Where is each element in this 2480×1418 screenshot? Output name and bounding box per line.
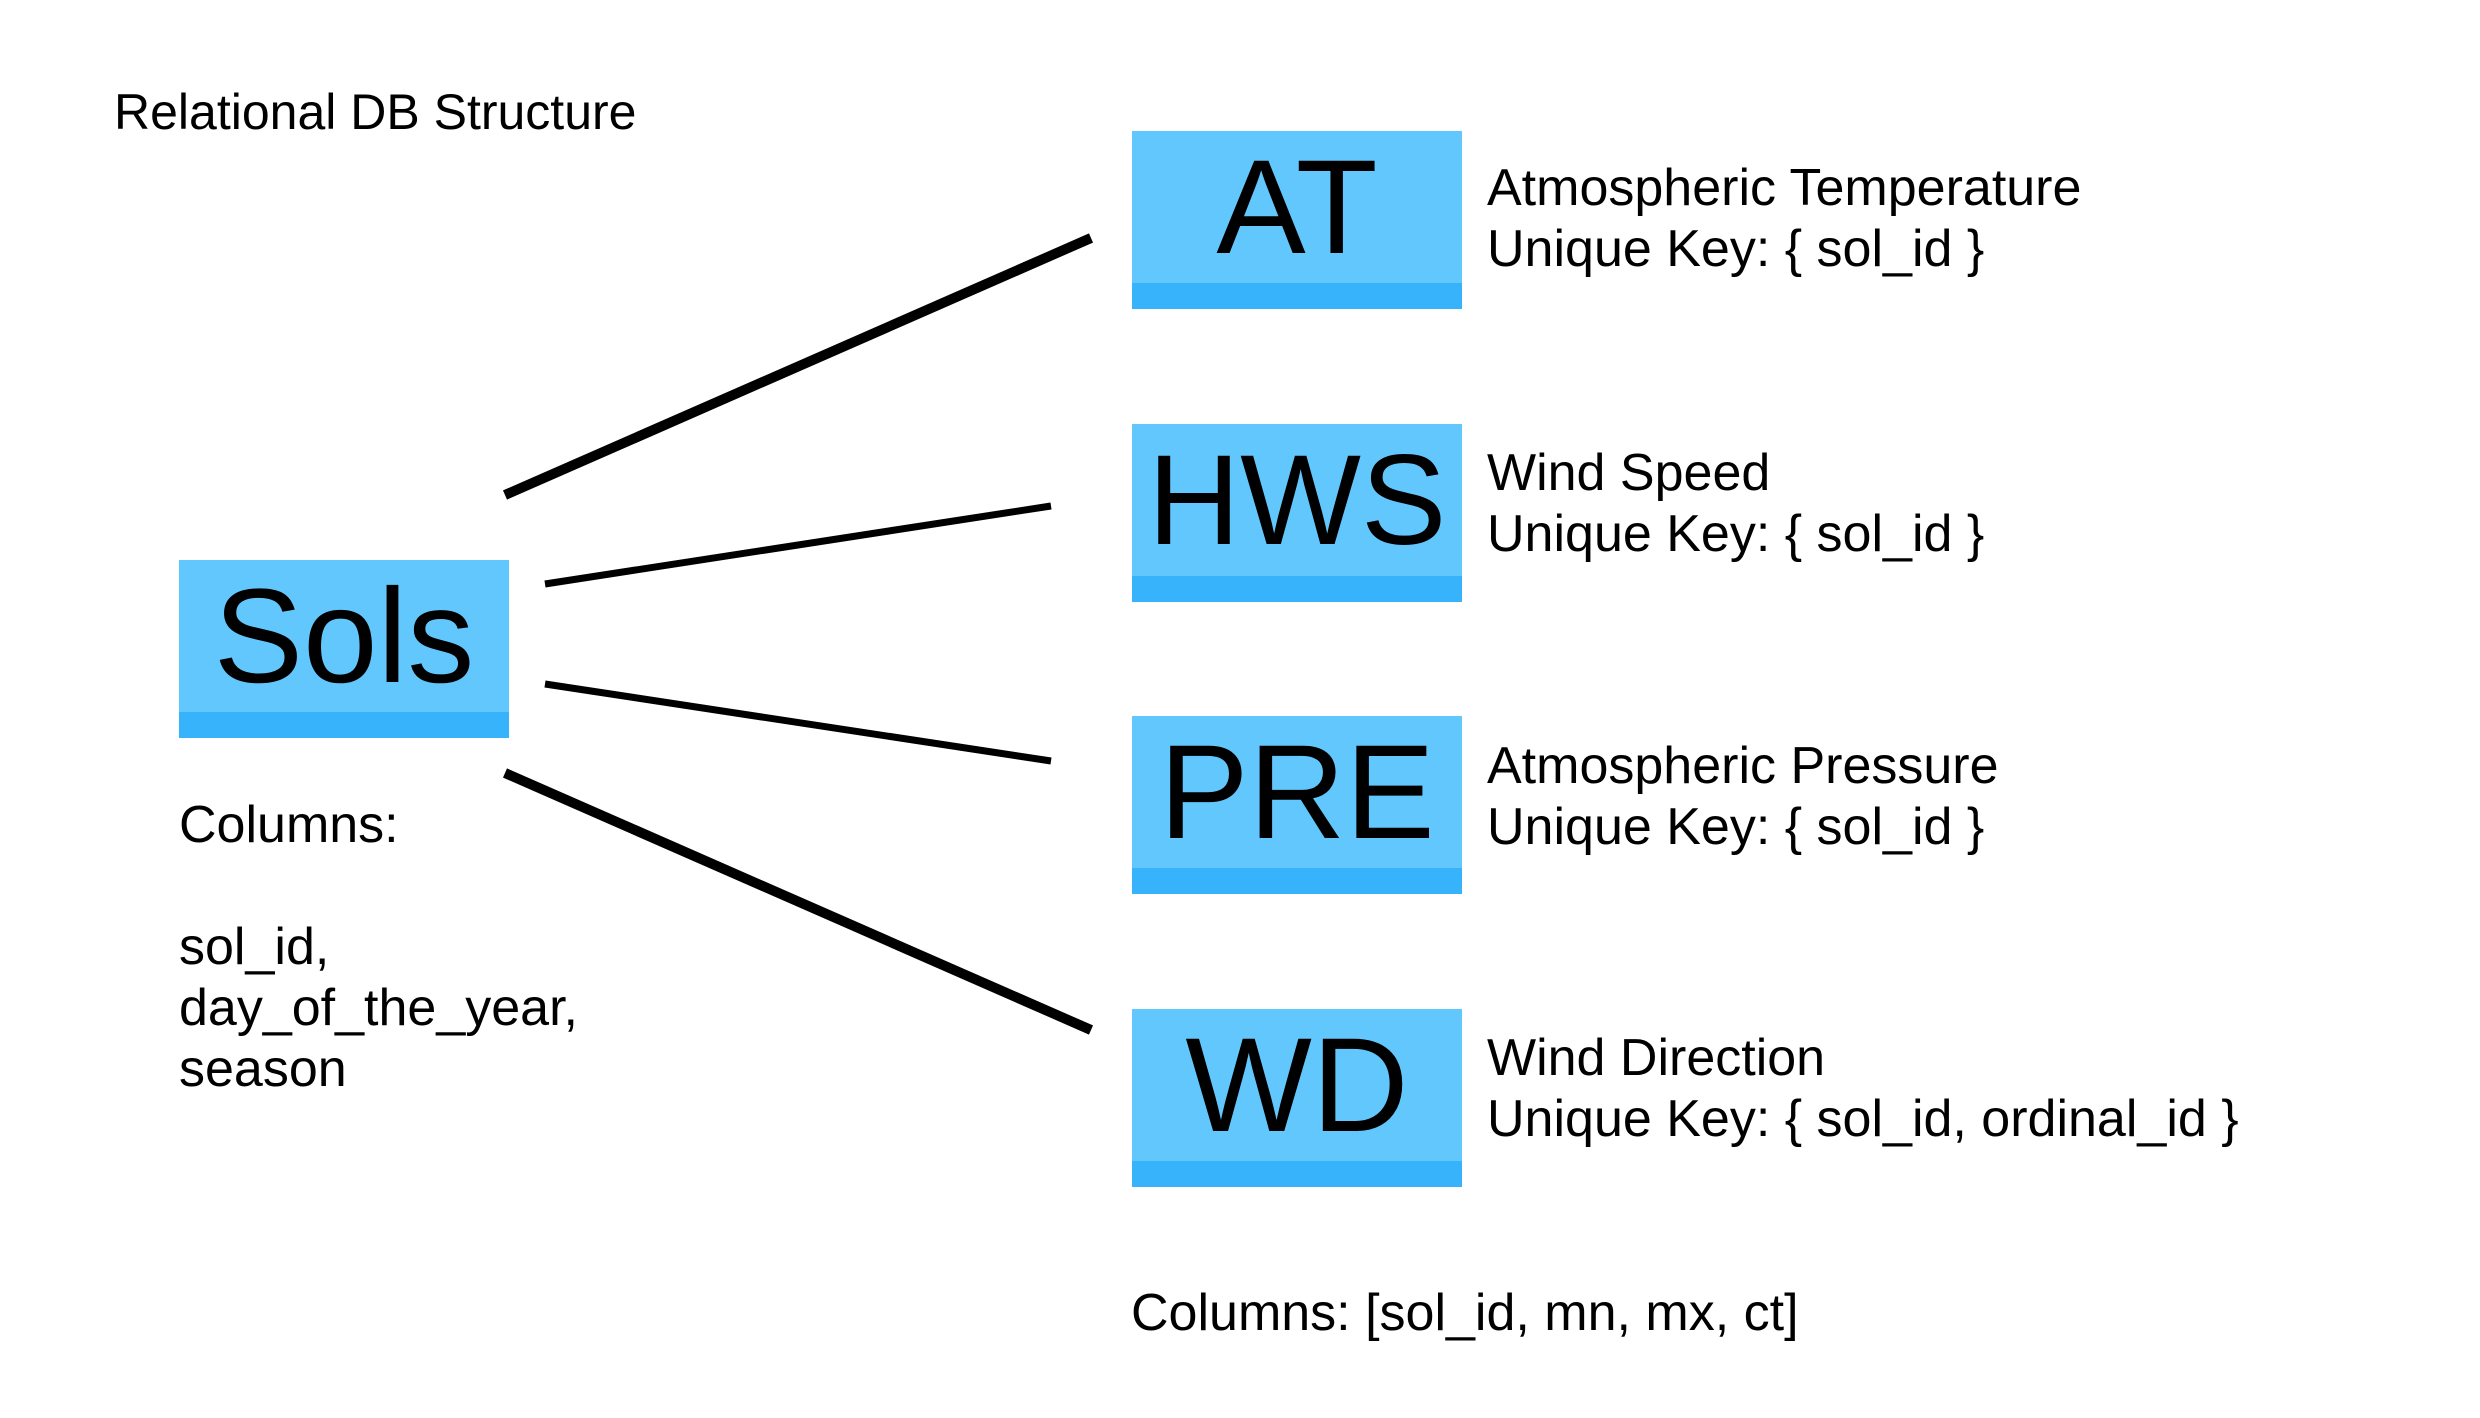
table-box-at[interactable]: AT xyxy=(1132,131,1462,309)
table-unique-key: Unique Key: { sol_id } xyxy=(1487,220,1985,278)
table-description-pre: Atmospheric Pressure Unique Key: { sol_i… xyxy=(1487,736,1999,858)
table-box-footer-bar xyxy=(1132,576,1462,602)
table-unique-key: Unique Key: { sol_id } xyxy=(1487,798,1985,856)
table-box-footer-bar xyxy=(179,712,509,738)
table-description-at: Atmospheric Temperature Unique Key: { so… xyxy=(1487,158,2081,280)
sols-column-item: season xyxy=(179,1040,347,1098)
table-name-at: AT xyxy=(1216,133,1378,282)
sols-column-item: day_of_the_year, xyxy=(179,979,578,1037)
table-box-footer-bar xyxy=(1132,1161,1462,1187)
connector-sols-at xyxy=(502,233,1094,500)
sols-columns: Columns: sol_id, day_of_the_year, season xyxy=(179,795,578,1100)
sols-columns-label: Columns: xyxy=(179,796,399,854)
sols-column-item: sol_id, xyxy=(179,918,330,976)
connector-sols-wd xyxy=(502,768,1094,1035)
table-name-pre: PRE xyxy=(1159,718,1435,867)
table-full-name: Wind Direction xyxy=(1487,1029,1826,1087)
table-full-name: Atmospheric Temperature xyxy=(1487,159,2082,217)
table-box-wd[interactable]: WD xyxy=(1132,1009,1462,1187)
child-columns: Columns: [sol_id, mn, mx, ct] xyxy=(1131,1284,1799,1342)
diagram-title: Relational DB Structure xyxy=(114,84,637,140)
table-box-sols[interactable]: Sols xyxy=(179,560,509,738)
table-box-footer-bar xyxy=(1132,283,1462,309)
table-name-wd: WD xyxy=(1185,1011,1409,1160)
table-unique-key: Unique Key: { sol_id } xyxy=(1487,505,1985,563)
table-box-pre[interactable]: PRE xyxy=(1132,716,1462,894)
table-full-name: Wind Speed xyxy=(1487,444,1771,502)
connector-sols-hws xyxy=(544,502,1052,588)
table-name-hws: HWS xyxy=(1147,429,1447,572)
table-full-name: Atmospheric Pressure xyxy=(1487,737,1999,795)
spacer xyxy=(179,856,578,917)
table-unique-key: Unique Key: { sol_id, ordinal_id } xyxy=(1487,1090,2239,1148)
table-box-footer-bar xyxy=(1132,868,1462,894)
table-box-hws[interactable]: HWS xyxy=(1132,424,1462,602)
table-description-hws: Wind Speed Unique Key: { sol_id } xyxy=(1487,443,1984,565)
connector-sols-pre xyxy=(544,680,1052,765)
table-description-wd: Wind Direction Unique Key: { sol_id, ord… xyxy=(1487,1028,2239,1150)
table-name-sols: Sols xyxy=(213,562,475,711)
